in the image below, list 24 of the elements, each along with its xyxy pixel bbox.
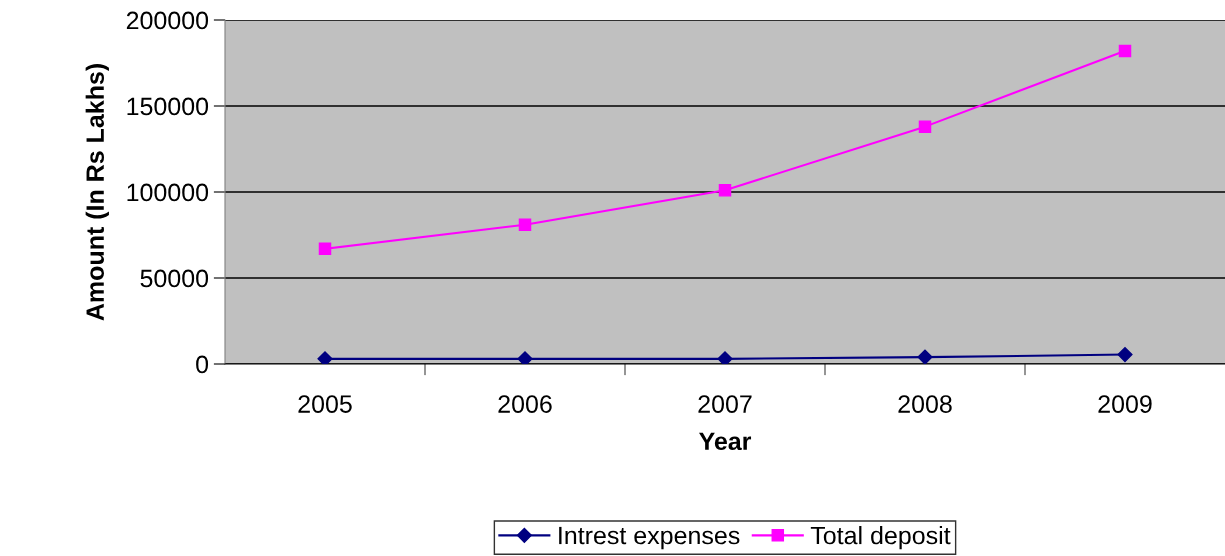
y-tick-label: 50000 xyxy=(140,269,209,288)
x-tick-label: 2008 xyxy=(898,395,952,413)
x-axis-title: Year xyxy=(699,432,752,451)
point xyxy=(717,351,733,364)
y-tick-label: 150000 xyxy=(127,97,209,116)
point xyxy=(718,184,732,197)
legend-label: Intrest expenses xyxy=(559,526,740,550)
x-tick-label: 2009 xyxy=(1098,395,1152,413)
point xyxy=(1118,44,1132,58)
legend-label: Total deposit xyxy=(810,525,951,550)
point xyxy=(318,242,332,256)
point xyxy=(1117,346,1133,363)
y-axis-title: Amount (In Rs Lakhs) xyxy=(85,64,109,321)
x-tick-label: 2005 xyxy=(298,395,352,413)
point xyxy=(918,120,932,133)
x-tick-label: 2006 xyxy=(498,395,552,413)
x-tick-label: 2007 xyxy=(698,395,752,413)
point xyxy=(517,351,533,364)
point xyxy=(917,349,933,364)
y-tick-label: 0 xyxy=(196,355,209,374)
point xyxy=(317,351,333,364)
y-tick-label: 200000 xyxy=(126,11,209,30)
y-tick-label: 100000 xyxy=(127,183,209,202)
point xyxy=(518,218,532,231)
